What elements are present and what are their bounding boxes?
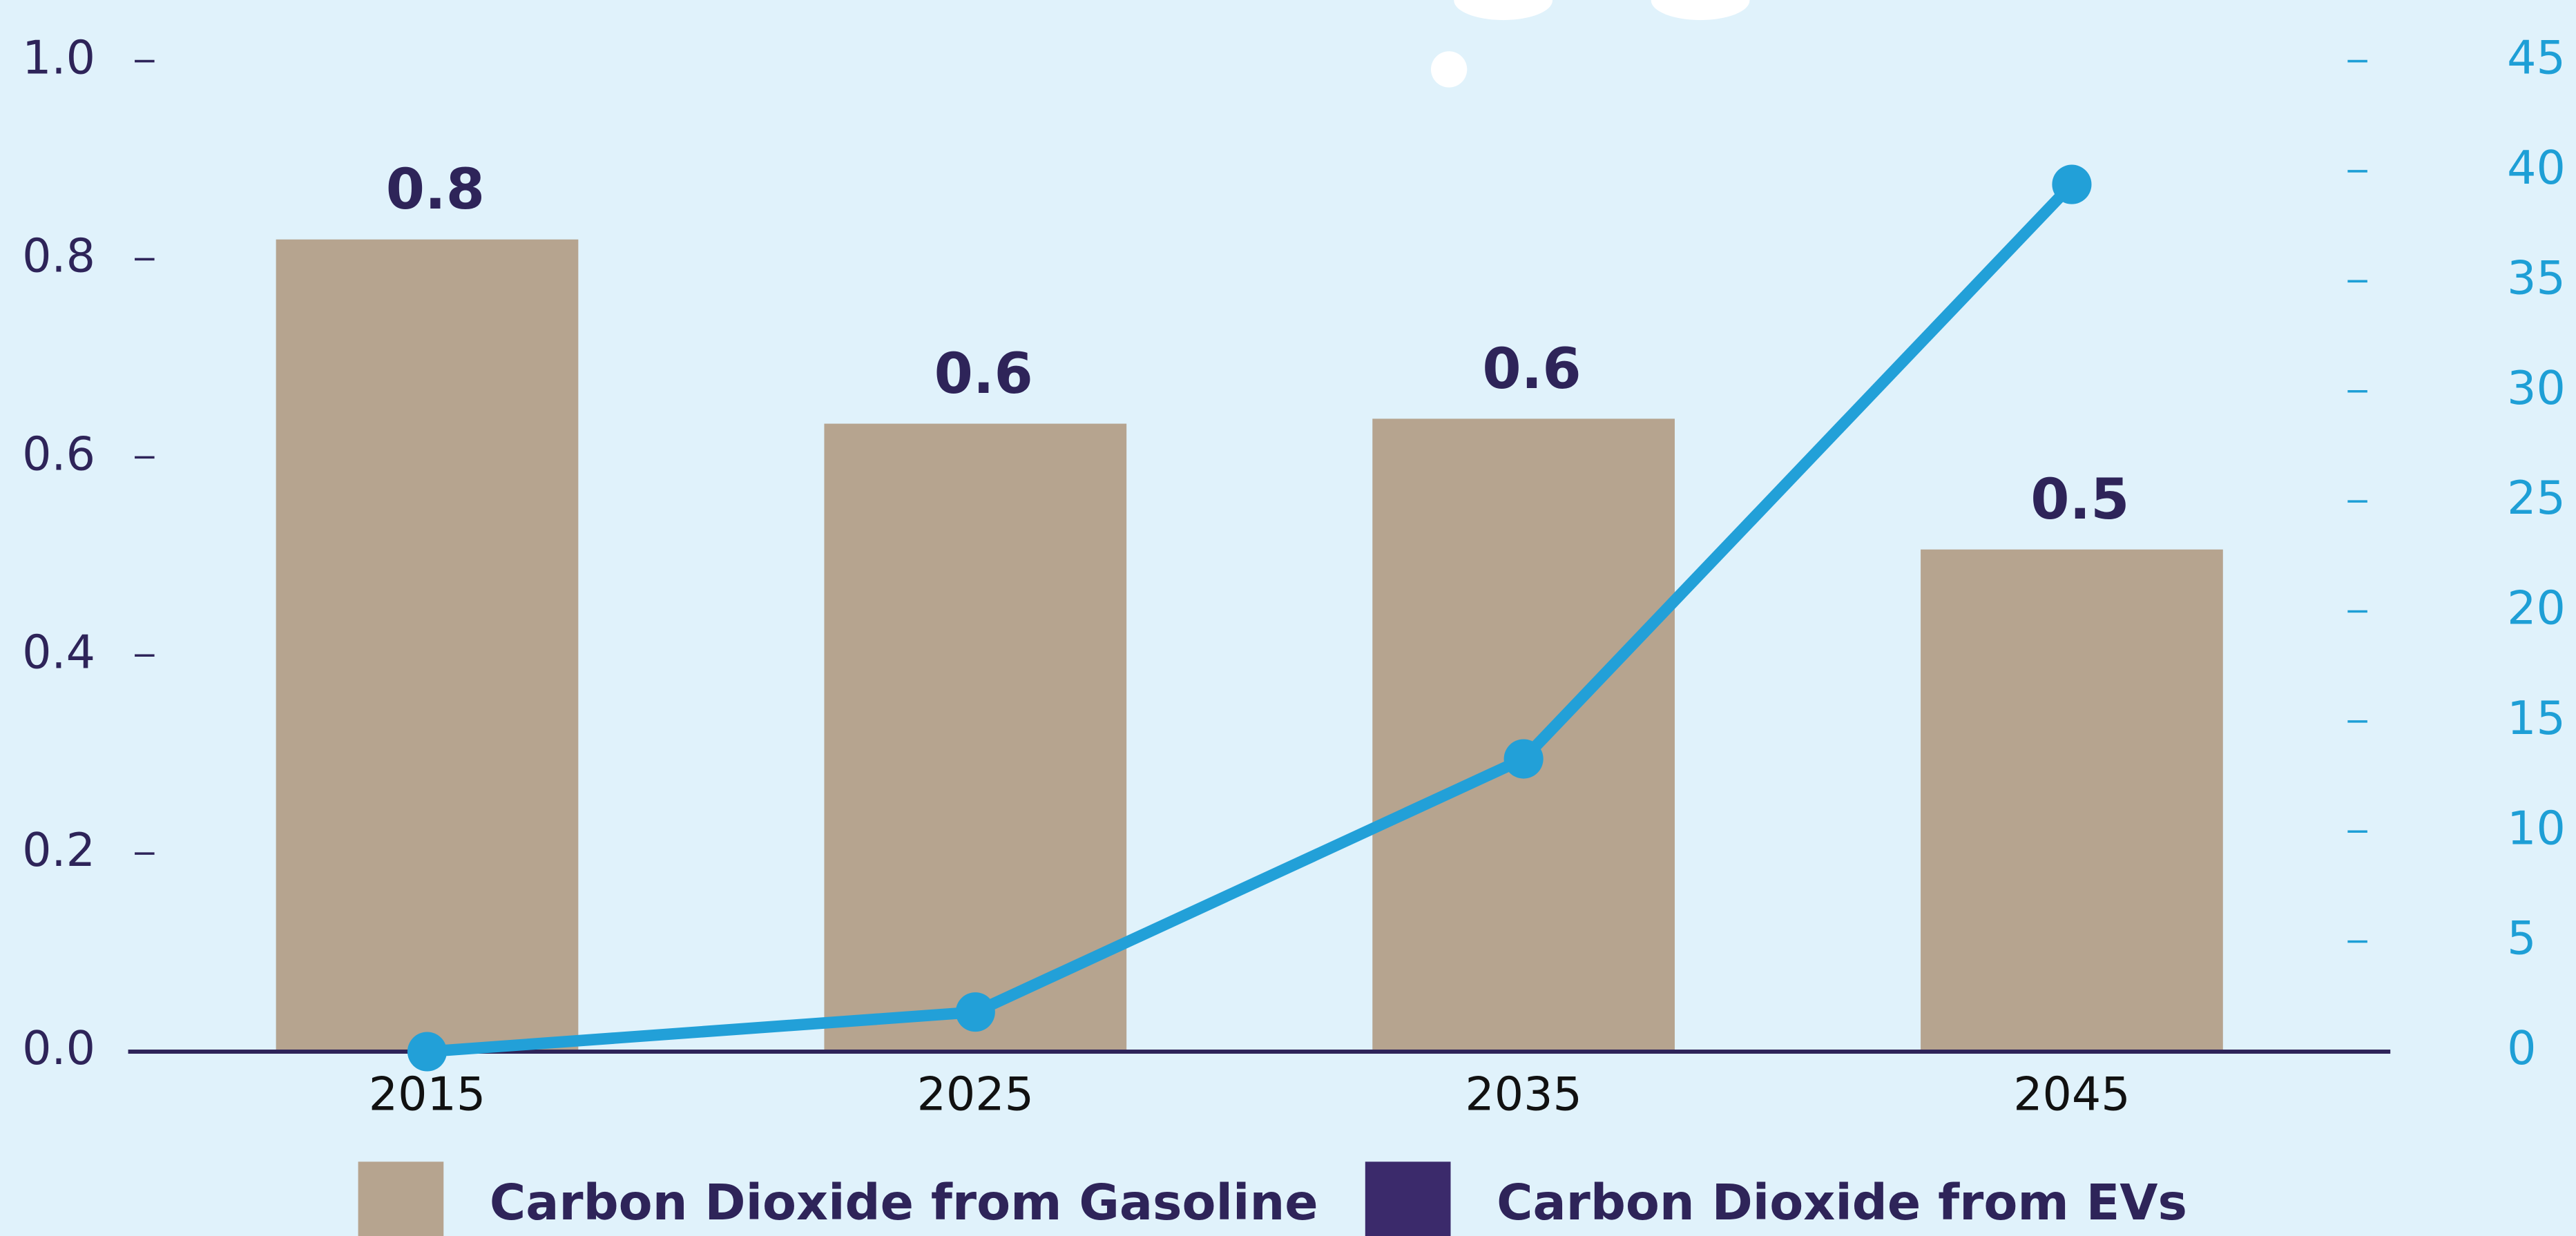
y2-tick-label: 0 xyxy=(2507,1021,2536,1075)
x-tick-label: 2025 xyxy=(917,1068,1034,1121)
y-tick-label: 1.0 xyxy=(22,31,95,85)
y2-tick-label: 30 xyxy=(2507,361,2566,415)
y2-tick-label: 45 xyxy=(2507,31,2566,85)
legend-label: Carbon Dioxide from EVs xyxy=(1497,1174,2187,1231)
y-tick-label: 0.4 xyxy=(22,625,95,679)
y2-tick-label: 15 xyxy=(2507,691,2566,745)
legend-swatch xyxy=(1365,1161,1451,1236)
legend-swatch xyxy=(358,1161,444,1236)
y2-tick-label: 40 xyxy=(2507,141,2566,195)
legend-label: Carbon Dioxide from Gasoline xyxy=(490,1174,1318,1231)
y2-tick-label: 35 xyxy=(2507,251,2566,305)
bar xyxy=(824,423,1127,1052)
y-tick-label: 0.6 xyxy=(22,427,95,481)
y2-tick-label: 10 xyxy=(2507,801,2566,855)
decoration xyxy=(1454,0,1553,21)
x-tick-label: 2015 xyxy=(369,1068,486,1121)
y-tick-label: 0.0 xyxy=(22,1021,95,1075)
bar xyxy=(1921,549,2223,1052)
value-label: 0.5 xyxy=(2030,467,2129,532)
line-point xyxy=(2052,164,2092,204)
decoration xyxy=(1651,0,1750,21)
decoration xyxy=(1430,51,1468,88)
y2-tick-label: 5 xyxy=(2507,911,2536,965)
line-point xyxy=(407,1032,448,1072)
line-point xyxy=(955,992,995,1032)
x-tick-label: 2045 xyxy=(2013,1068,2130,1121)
y-tick-label: 0.2 xyxy=(22,823,95,877)
bar xyxy=(1372,418,1675,1052)
line-point xyxy=(1503,739,1544,779)
value-label: 0.6 xyxy=(934,342,1033,407)
bar xyxy=(276,239,579,1052)
y2-tick-label: 20 xyxy=(2507,581,2566,635)
x-tick-label: 2035 xyxy=(1465,1068,1582,1121)
value-label: 0.8 xyxy=(386,157,485,222)
line xyxy=(426,180,2076,1058)
value-label: 0.6 xyxy=(1482,337,1581,402)
y2-tick-label: 25 xyxy=(2507,471,2566,525)
y-tick-label: 0.8 xyxy=(22,229,95,283)
